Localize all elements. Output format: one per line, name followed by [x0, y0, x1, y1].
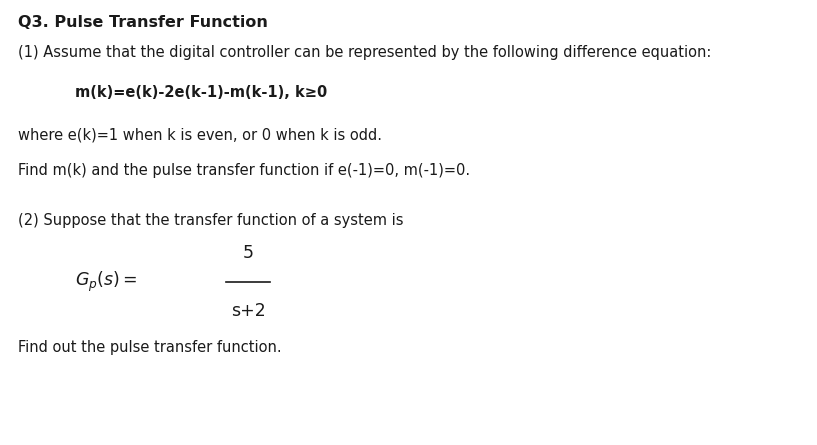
Text: Q3. Pulse Transfer Function: Q3. Pulse Transfer Function [18, 15, 268, 30]
Text: m(k)=e(k)-2e(k-1)-m(k-1), k≥0: m(k)=e(k)-2e(k-1)-m(k-1), k≥0 [75, 85, 328, 100]
Text: Find out the pulse transfer function.: Find out the pulse transfer function. [18, 340, 282, 355]
Text: (2) Suppose that the transfer function of a system is: (2) Suppose that the transfer function o… [18, 213, 404, 228]
Text: 5: 5 [243, 244, 253, 262]
Text: where e(k)=1 when k is even, or 0 when k is odd.: where e(k)=1 when k is even, or 0 when k… [18, 127, 382, 142]
Text: Find m(k) and the pulse transfer function if e(-1)=0, m(-1)=0.: Find m(k) and the pulse transfer functio… [18, 163, 470, 178]
Text: (1) Assume that the digital controller can be represented by the following diffe: (1) Assume that the digital controller c… [18, 45, 712, 60]
Text: $G_p(s) =$: $G_p(s) =$ [75, 270, 137, 294]
Text: s+2: s+2 [230, 302, 266, 320]
